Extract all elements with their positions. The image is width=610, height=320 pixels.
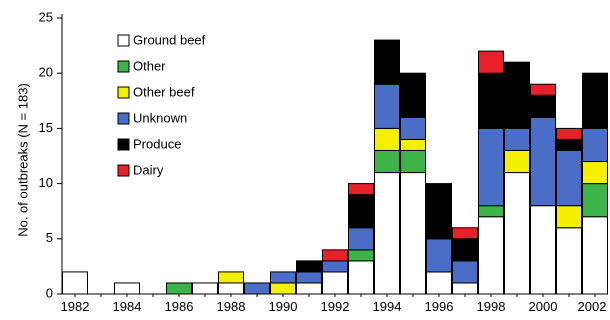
y-axis-label: No. of outbreaks (N = 183) xyxy=(15,83,30,237)
x-tick-label-1986: 1986 xyxy=(165,299,194,314)
bar-2001-unknown xyxy=(556,149,582,207)
bar-1994-ground-beef xyxy=(374,172,400,295)
bar-2001-dairy xyxy=(556,127,582,140)
x-tick-label-1990: 1990 xyxy=(269,299,298,314)
y-tick-label-0: 0 xyxy=(46,285,53,300)
bar-1990-unknown xyxy=(270,271,296,284)
bar-2001-ground-beef xyxy=(556,227,582,295)
x-tick-label-1996: 1996 xyxy=(425,299,454,314)
y-tick-label-20: 20 xyxy=(39,65,53,80)
legend-label-ground-beef: Ground beef xyxy=(133,32,206,47)
y-tick-label-10: 10 xyxy=(39,175,53,190)
bar-1997-unknown xyxy=(452,260,478,284)
bar-1999-produce xyxy=(504,61,530,129)
bar-1993-dairy xyxy=(348,183,374,196)
bar-1997-produce xyxy=(452,238,478,262)
bar-2000-dairy xyxy=(530,83,556,96)
bar-2002-produce xyxy=(582,72,608,129)
bar-1998-dairy xyxy=(478,50,504,74)
bar-1999-unknown xyxy=(504,127,530,151)
legend-label-other: Other xyxy=(133,58,166,73)
x-tick-label-2002: 2002 xyxy=(578,299,607,314)
bar-1994-unknown xyxy=(374,83,400,129)
legend-label-unknown: Unknown xyxy=(133,110,187,125)
bar-1998-unknown xyxy=(478,127,504,207)
bar-2002-unknown xyxy=(582,127,608,163)
bar-1995-produce xyxy=(400,72,426,118)
legend-label-other-beef: Other beef xyxy=(133,84,195,99)
bar-1995-other-beef xyxy=(400,138,426,151)
y-tick-label-15: 15 xyxy=(39,120,53,135)
bar-1998-other xyxy=(478,205,504,218)
bar-1986-other xyxy=(166,282,192,295)
bar-1992-dairy xyxy=(322,249,348,262)
bar-1993-ground-beef xyxy=(348,260,374,295)
x-tick-label-2000: 2000 xyxy=(529,299,558,314)
bar-1991-unknown xyxy=(296,271,322,284)
bar-1994-other xyxy=(374,149,400,174)
x-tick-label-1994: 1994 xyxy=(373,299,402,314)
x-tick-label-1988: 1988 xyxy=(217,299,246,314)
legend-label-dairy: Dairy xyxy=(133,162,164,177)
bar-1991-produce xyxy=(296,260,322,273)
axes-group: 0 5 10 15 20 25 1982 1984 1986 1988 1990 1992 1994 19… xyxy=(39,9,608,314)
bar-1990-other-beef xyxy=(270,282,296,295)
legend-swatch-dairy xyxy=(117,164,130,177)
bar-1988-other-beef xyxy=(218,271,244,284)
x-tick-label-1984: 1984 xyxy=(113,299,142,314)
bar-1993-produce xyxy=(348,194,374,229)
bar-1993-other xyxy=(348,249,374,262)
bar-1995-unknown xyxy=(400,116,426,140)
bar-1999-ground-beef xyxy=(504,172,530,295)
bar-1982-ground-beef xyxy=(62,271,88,295)
bar-1996-produce xyxy=(426,183,452,240)
legend-swatch-unknown xyxy=(117,112,130,125)
legend-swatch-other-beef xyxy=(117,86,130,99)
bars-group xyxy=(62,39,608,295)
legend: Ground beef Other Other beef Unknown Produce… xyxy=(117,32,206,177)
x-tick-label-1982: 1982 xyxy=(61,299,90,314)
bar-1997-dairy xyxy=(452,227,478,240)
bar-1995-ground-beef xyxy=(400,172,426,295)
bar-1997-ground-beef xyxy=(452,282,478,295)
bar-1998-produce xyxy=(478,72,504,129)
bar-2000-ground-beef xyxy=(530,205,556,295)
bar-1991-ground-beef xyxy=(296,282,322,295)
bar-1987-ground-beef xyxy=(192,282,218,295)
bar-1999-other-beef xyxy=(504,149,530,174)
legend-swatch-produce xyxy=(117,138,130,151)
x-tick-label-1992: 1992 xyxy=(321,299,350,314)
bar-1994-produce xyxy=(374,39,400,85)
bar-1996-unknown xyxy=(426,238,452,273)
bar-2002-ground-beef xyxy=(582,216,608,295)
bar-1989-unknown xyxy=(244,282,270,295)
bar-1996-ground-beef xyxy=(426,271,452,295)
bar-1992-ground-beef xyxy=(322,271,348,295)
bar-1992-unknown xyxy=(322,260,348,273)
bar-2001-produce xyxy=(556,138,582,151)
bar-2000-produce xyxy=(530,94,556,118)
legend-label-produce: Produce xyxy=(133,136,181,151)
bar-2002-other xyxy=(582,183,608,218)
y-tick-label-5: 5 xyxy=(46,230,53,245)
legend-swatch-other xyxy=(117,60,130,73)
x-tick-label-1998: 1998 xyxy=(477,299,506,314)
legend-swatch-ground-beef xyxy=(117,34,130,47)
y-tick-label-25: 25 xyxy=(39,9,53,24)
bar-1988-ground-beef xyxy=(218,282,244,295)
bar-2001-other-beef xyxy=(556,205,582,229)
bar-1994-other-beef xyxy=(374,127,400,151)
bar-2002-other-beef xyxy=(582,161,608,185)
bar-2000-unknown xyxy=(530,116,556,207)
bar-1995-other xyxy=(400,149,426,174)
bar-1998-ground-beef xyxy=(478,216,504,295)
bar-1993-unknown xyxy=(348,227,374,251)
bar-1984-ground-beef xyxy=(114,282,140,295)
